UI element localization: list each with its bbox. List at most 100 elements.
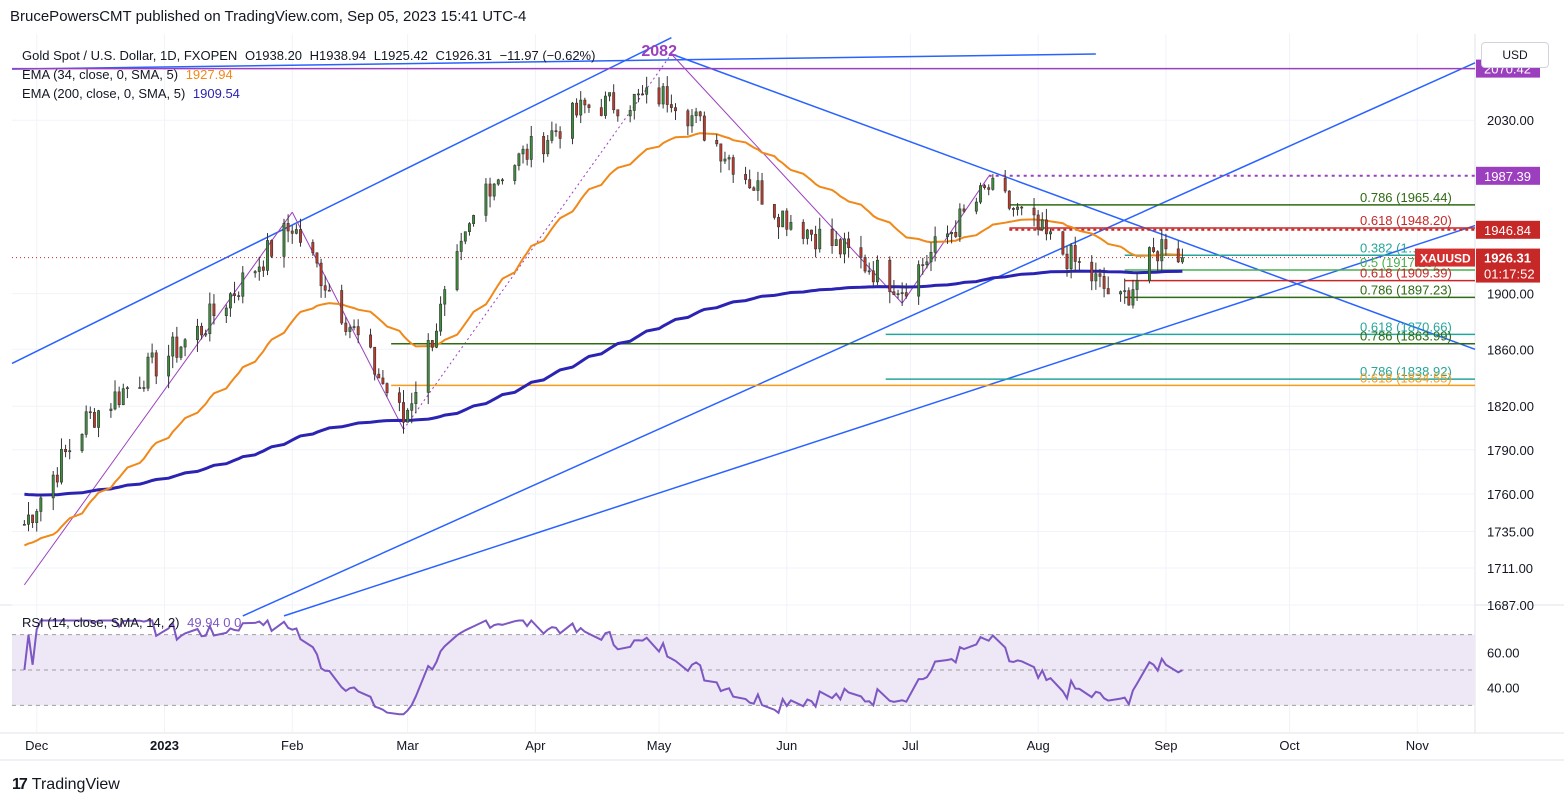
price-tag [1476,166,1540,185]
ema34-path [23,132,1183,547]
candle-body [373,346,377,375]
candle-body [847,238,851,248]
candle-body [657,87,661,105]
fib-level-label: 0.786 (1863.99) [1360,329,1452,344]
candle-body [575,102,579,116]
descending-trend-line [671,53,1476,351]
candle-body [426,340,430,393]
candle-body [84,411,88,435]
candle-body [1077,261,1081,263]
candle-body [299,229,302,243]
candle-body [1020,206,1024,209]
candle-body [974,201,978,212]
candle-body [369,334,372,348]
candle-body [492,183,496,197]
currency-label: USD [1502,48,1528,62]
candle-body [632,93,636,111]
rsi-legend[interactable]: RSI (14, close, SMA, 14, 2) 49.94 0 0 [22,615,241,630]
candle-body [228,293,232,309]
candle-body [843,238,846,255]
price-tag [1476,264,1540,283]
time-tick-label: Aug [1027,738,1050,753]
candle-body [381,377,385,384]
candle-body [1016,206,1019,210]
candle-body [1065,253,1069,269]
candle-body [636,93,640,96]
candle-body [138,387,142,389]
candle-body [554,130,558,133]
candle-body [237,295,241,297]
candle-body [68,450,72,453]
currency-button[interactable]: USD [1481,42,1549,68]
candle-body [958,208,962,237]
zigzag-segment [901,176,990,304]
legend-ema34-row[interactable]: EMA (34, close, 0, SMA, 5) 1927.94 [22,65,595,84]
candle-body [583,99,587,106]
candle-body [22,523,26,526]
rsi-tick-label: 60.00 [1487,645,1520,660]
candle-body [340,290,344,324]
candle-body [983,185,987,188]
time-tick-label: Jun [776,738,797,753]
fib-level-label: 0.786 (1838.92) [1360,364,1452,379]
ohlc-high: H1938.94 [309,48,367,63]
candle-body [1094,273,1098,282]
candle-body [31,514,35,523]
candle-body [674,107,677,112]
trend-drawings[interactable] [11,37,1476,617]
candle-body [257,266,261,272]
fib-level-label: 0.786 (1965.44) [1360,190,1452,205]
candle-body [876,259,879,283]
candle-body [344,322,348,332]
candle-body [900,292,904,294]
legend-ema200-row[interactable]: EMA (200, close, 0, SMA, 5) 1909.54 [22,84,595,103]
ohlc-low: L1925.42 [373,48,428,63]
candle-body [810,229,813,235]
candle-body [979,185,982,203]
rsi-path [23,618,1183,716]
candle-body [727,157,731,160]
candle-body [871,270,875,283]
candle-body [435,330,438,348]
candle-body [723,158,727,162]
publisher-line: BrucePowersCMT published on TradingView.… [10,8,527,25]
candle-body [377,373,381,379]
candle-body [348,327,352,332]
candle-body [925,261,929,266]
price-tag [1476,220,1540,239]
candle-body [933,236,937,253]
brand-footer[interactable]: 17 TradingView [12,776,120,794]
candle-body [686,110,690,127]
candle-body [455,251,459,290]
ema34-value: 1927.94 [185,67,233,82]
candle-body [608,92,611,97]
candle-body [430,340,434,348]
candle-body [801,222,805,239]
candle-body [752,187,756,191]
legend-symbol-row[interactable]: Gold Spot / U.S. Dollar, 1D, FXOPEN O193… [22,46,595,65]
candle-body [204,333,208,336]
candle-body [402,402,405,423]
candle-body [612,92,616,111]
candle-body [579,99,583,116]
candle-body [867,270,871,273]
candle-body [888,259,892,293]
candle-body [113,391,117,410]
tradingview-logo-icon: 17 [12,776,28,793]
time-tick-label: Apr [525,738,546,753]
candles [22,76,1184,532]
price-tag-text: 1926.31 [1484,251,1531,266]
fib-level-label: 0.382 (1… [1360,240,1421,255]
candle-body [645,87,649,95]
candle-body [125,387,129,390]
price-tag-text: 01:17:52 [1484,267,1535,282]
time-tick-label: Jul [902,738,919,753]
candle-body [488,183,492,197]
candle-body [1102,276,1106,289]
candle-body [616,109,620,117]
candle-body [529,136,533,160]
candle-body [167,355,171,377]
candle-body [814,234,818,250]
price-tag-text: 1987.39 [1484,169,1531,184]
